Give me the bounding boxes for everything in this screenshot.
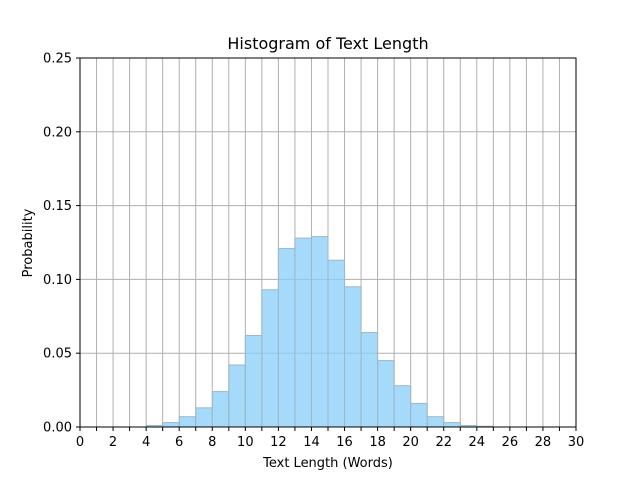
- histogram-bar: [360, 332, 379, 428]
- histogram-bar: [327, 259, 346, 428]
- histogram-bar: [211, 391, 230, 428]
- x-tick-label: 20: [402, 435, 419, 450]
- x-tick-label: 22: [435, 435, 452, 450]
- histogram-bar: [178, 416, 197, 428]
- histogram-bar: [410, 402, 428, 428]
- x-tick-label: 2: [109, 435, 117, 450]
- histogram-bar: [294, 237, 312, 428]
- y-tick-label: 0.20: [43, 125, 72, 140]
- x-tick-label: 4: [142, 435, 150, 450]
- x-tick-label: 30: [568, 435, 585, 450]
- histogram-bar: [228, 364, 246, 428]
- x-tick-label: 24: [469, 435, 486, 450]
- y-tick-label: 0.15: [43, 199, 72, 214]
- histogram-bar: [377, 360, 395, 428]
- x-tick-label: 16: [336, 435, 353, 450]
- x-tick-label: 8: [208, 435, 216, 450]
- x-tick-label: 10: [237, 435, 254, 450]
- y-tick-label: 0.25: [43, 52, 72, 67]
- x-tick-label: 18: [369, 435, 386, 450]
- histogram-bar: [344, 286, 362, 428]
- x-tick-label: 14: [303, 435, 320, 450]
- histogram-bar: [244, 334, 263, 428]
- histogram-bars: [145, 236, 494, 428]
- x-tick-label: 12: [270, 435, 287, 450]
- y-tick-label: 0.00: [43, 421, 72, 436]
- histogram-bar: [261, 289, 279, 428]
- x-tick-label: 26: [502, 435, 519, 450]
- y-axis-ticks: 0.00 0.05 0.10 0.15 0.20 0.25: [43, 52, 80, 436]
- chart-title: Histogram of Text Length: [227, 34, 428, 53]
- histogram-bar: [310, 236, 329, 428]
- x-axis-ticks: 0 2 4 6 8 10 12 14 16 18 20 22 24 26 28 30: [76, 427, 584, 450]
- histogram-bar: [162, 422, 180, 428]
- histogram-bar: [195, 407, 213, 428]
- y-tick-label: 0.10: [43, 273, 72, 288]
- x-tick-label: 28: [535, 435, 552, 450]
- x-tick-label: 0: [76, 435, 84, 450]
- histogram-bar: [277, 247, 296, 428]
- x-axis-label: Text Length (Words): [262, 456, 393, 471]
- y-tick-label: 0.05: [43, 347, 72, 362]
- histogram-bar: [443, 422, 461, 428]
- y-axis-label: Probability: [21, 208, 36, 277]
- histogram-bar: [393, 385, 412, 428]
- histogram-bar: [426, 416, 445, 428]
- x-tick-label: 6: [175, 435, 183, 450]
